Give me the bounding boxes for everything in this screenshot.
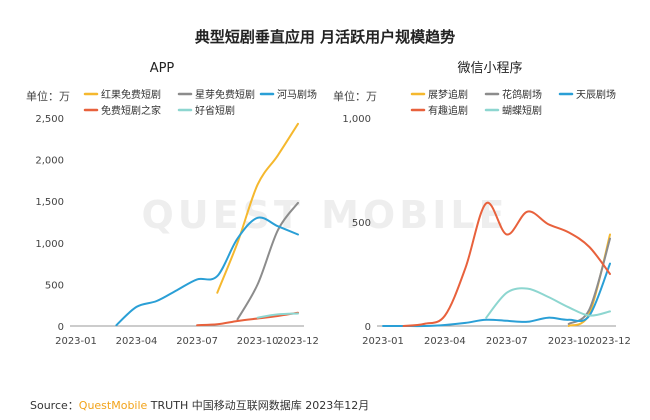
x-tick-label: 2023-10	[237, 336, 279, 347]
page-title: 典型短剧垂直应用 月活跃用户规模趋势	[195, 28, 455, 46]
x-tick-label: 2023-12	[277, 336, 319, 347]
source-brand: QuestMobile	[78, 399, 148, 412]
y-tick-label: 1,000	[342, 114, 371, 125]
legend-entry: 好省短剧	[195, 104, 235, 117]
unit-label: 单位：万	[333, 89, 377, 103]
x-tick-label: 2023-04	[424, 336, 466, 347]
y-tick-label: 2,500	[35, 114, 64, 125]
series-line	[256, 312, 299, 319]
panel-title: APP	[150, 61, 175, 76]
y-tick-label: 500	[352, 218, 371, 229]
watermark: QUEST MOBILE	[141, 193, 508, 237]
y-tick-label: 0	[58, 322, 64, 333]
source-note: Source：QuestMobile TRUTH 中国移动互联网数据库 2023…	[30, 397, 369, 413]
x-tick-label: 2023-10	[548, 336, 590, 347]
legend-entry: 红果免费短剧	[101, 88, 161, 101]
source-label: Source：	[30, 399, 79, 412]
legend-entry: 河马剧场	[277, 88, 317, 101]
x-tick-label: 2023-07	[176, 336, 218, 347]
series-line	[402, 201, 611, 327]
x-tick-label: 2023-07	[486, 336, 528, 347]
series-line	[115, 216, 299, 327]
legend-entry: 展梦追剧	[428, 88, 468, 101]
series-line	[196, 311, 299, 327]
legend-entry: 天辰剧场	[576, 88, 616, 101]
legend-entry: 星芽免费短剧	[195, 88, 255, 101]
series-line	[567, 237, 611, 325]
series-line	[485, 287, 611, 319]
series-line	[236, 201, 299, 321]
legend-entry: 免费短剧之家	[101, 104, 161, 117]
x-tick-label: 2023-01	[55, 336, 97, 347]
y-tick-label: 1,500	[35, 197, 64, 208]
unit-label: 单位：万	[26, 89, 70, 103]
y-tick-label: 1,000	[35, 239, 64, 250]
y-tick-label: 2,000	[35, 156, 64, 167]
x-tick-label: 2023-12	[589, 336, 631, 347]
y-tick-label: 500	[45, 280, 64, 291]
legend-entry: 蝴蝶短剧	[502, 104, 542, 117]
legend-entry: 有趣追剧	[428, 104, 468, 117]
x-tick-label: 2023-04	[116, 336, 158, 347]
series-line	[216, 122, 299, 294]
series-line	[382, 262, 611, 328]
panel-title: 微信小程序	[457, 61, 522, 76]
x-tick-label: 2023-01	[362, 336, 404, 347]
legend-entry: 花鸽剧场	[502, 88, 542, 101]
y-tick-label: 0	[365, 322, 371, 333]
source-text: TRUTH 中国移动互联网数据库 2023年12月	[147, 399, 370, 412]
